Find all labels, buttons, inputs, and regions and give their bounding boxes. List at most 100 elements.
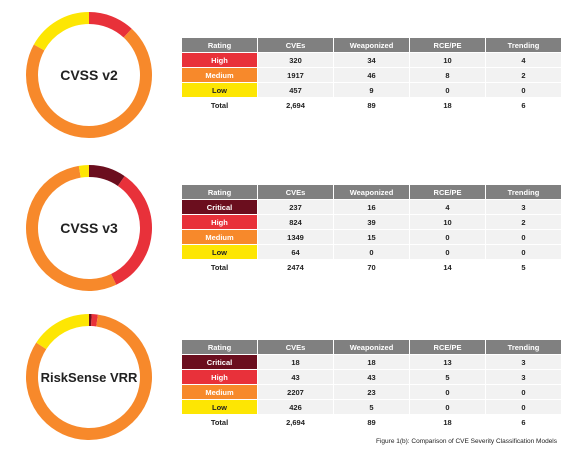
weaponized-cell: 70: [333, 259, 410, 275]
cves-cell: 43: [257, 369, 334, 385]
donut-chart: CVSS v3: [24, 163, 154, 293]
rating-cell: Critical: [181, 199, 258, 215]
trending-cell: 6: [485, 414, 562, 430]
cves-cell: 2,694: [257, 97, 334, 113]
chart-title: CVSS v3: [60, 220, 118, 236]
slice-medium: [26, 314, 152, 440]
table-row: Low 426 5 0 0: [181, 399, 562, 415]
rce-pe-cell: 0: [409, 384, 486, 400]
slice-low: [78, 165, 90, 178]
chart-title: CVSS v2: [60, 67, 118, 83]
cves-cell: 2474: [257, 259, 334, 275]
donut-svg: CVSS v2: [26, 12, 152, 138]
weaponized-cell: 23: [333, 384, 410, 400]
weaponized-cell: 89: [333, 97, 410, 113]
table-row: Low 64 0 0 0: [181, 244, 562, 260]
rce-pe-cell: 13: [409, 354, 486, 370]
column-header: Weaponized: [333, 184, 410, 200]
rce-pe-cell: 0: [409, 229, 486, 245]
trending-cell: 4: [485, 52, 562, 68]
trending-cell: 0: [485, 82, 562, 98]
figure-caption: Figure 1(b): Comparison of CVE Severity …: [376, 438, 557, 445]
rating-cell: Low: [181, 82, 258, 98]
weaponized-cell: 39: [333, 214, 410, 230]
table-row: Medium 1917 46 8 2: [181, 67, 562, 83]
rating-cell: Medium: [181, 384, 258, 400]
slice-low: [33, 12, 90, 51]
table-total-row: Total 2,694 89 18 6: [181, 414, 562, 430]
rce-pe-cell: 10: [409, 52, 486, 68]
trending-cell: 5: [485, 259, 562, 275]
column-header: CVEs: [257, 37, 334, 53]
table-row: Critical 237 16 4 3: [181, 199, 562, 215]
column-header: Trending: [485, 37, 562, 53]
column-header: CVEs: [257, 184, 334, 200]
trending-cell: 0: [485, 399, 562, 415]
slice-low: [36, 314, 90, 350]
column-header: RCE/PE: [409, 184, 486, 200]
cves-cell: 1349: [257, 229, 334, 245]
trending-cell: 0: [485, 229, 562, 245]
rating-cell: Total: [181, 414, 258, 430]
donut-svg: RiskSense VRR: [26, 313, 152, 440]
slice-high: [91, 314, 98, 327]
weaponized-cell: 46: [333, 67, 410, 83]
rating-cell: Critical: [181, 354, 258, 370]
cves-cell: 1917: [257, 67, 334, 83]
rating-cell: High: [181, 369, 258, 385]
slice-medium: [26, 165, 117, 291]
cves-cell: 18: [257, 354, 334, 370]
table-row: High 43 43 5 3: [181, 369, 562, 385]
donut-chart: RiskSense VRR: [24, 312, 154, 442]
trending-cell: 3: [485, 199, 562, 215]
table-header-row: Rating CVEs Weaponized RCE/PE Trending: [181, 37, 562, 53]
cves-cell: 457: [257, 82, 334, 98]
weaponized-cell: 15: [333, 229, 410, 245]
trending-cell: 2: [485, 67, 562, 83]
rating-cell: Medium: [181, 229, 258, 245]
column-header: CVEs: [257, 339, 334, 355]
column-header: Rating: [181, 37, 258, 53]
rce-pe-cell: 0: [409, 82, 486, 98]
rce-pe-cell: 10: [409, 214, 486, 230]
slice-high: [110, 176, 152, 285]
chart-title: RiskSense VRR: [41, 370, 138, 385]
trending-cell: 0: [485, 384, 562, 400]
trending-cell: 0: [485, 244, 562, 260]
trending-cell: 3: [485, 354, 562, 370]
rce-pe-cell: 18: [409, 97, 486, 113]
column-header: RCE/PE: [409, 37, 486, 53]
rce-pe-cell: 14: [409, 259, 486, 275]
rce-pe-cell: 4: [409, 199, 486, 215]
rce-pe-cell: 8: [409, 67, 486, 83]
column-header: Rating: [181, 184, 258, 200]
rating-cell: Low: [181, 399, 258, 415]
rating-cell: Medium: [181, 67, 258, 83]
weaponized-cell: 9: [333, 82, 410, 98]
rce-pe-cell: 0: [409, 399, 486, 415]
weaponized-cell: 16: [333, 199, 410, 215]
trending-cell: 3: [485, 369, 562, 385]
rating-cell: Total: [181, 97, 258, 113]
trending-cell: 2: [485, 214, 562, 230]
cves-cell: 2,694: [257, 414, 334, 430]
rating-cell: Total: [181, 259, 258, 275]
column-header: Rating: [181, 339, 258, 355]
cves-cell: 320: [257, 52, 334, 68]
table-row: High 320 34 10 4: [181, 52, 562, 68]
column-header: Trending: [485, 339, 562, 355]
rce-pe-cell: 0: [409, 244, 486, 260]
table-header-row: Rating CVEs Weaponized RCE/PE Trending: [181, 184, 562, 200]
table-row: Medium 2207 23 0 0: [181, 384, 562, 400]
rce-pe-cell: 5: [409, 369, 486, 385]
data-table: Rating CVEs Weaponized RCE/PE Trending Critic…: [181, 184, 562, 275]
column-header: Weaponized: [333, 37, 410, 53]
rating-cell: High: [181, 214, 258, 230]
cves-cell: 824: [257, 214, 334, 230]
weaponized-cell: 89: [333, 414, 410, 430]
cves-cell: 2207: [257, 384, 334, 400]
weaponized-cell: 5: [333, 399, 410, 415]
table-total-row: Total 2474 70 14 5: [181, 259, 562, 275]
trending-cell: 6: [485, 97, 562, 113]
cves-cell: 426: [257, 399, 334, 415]
